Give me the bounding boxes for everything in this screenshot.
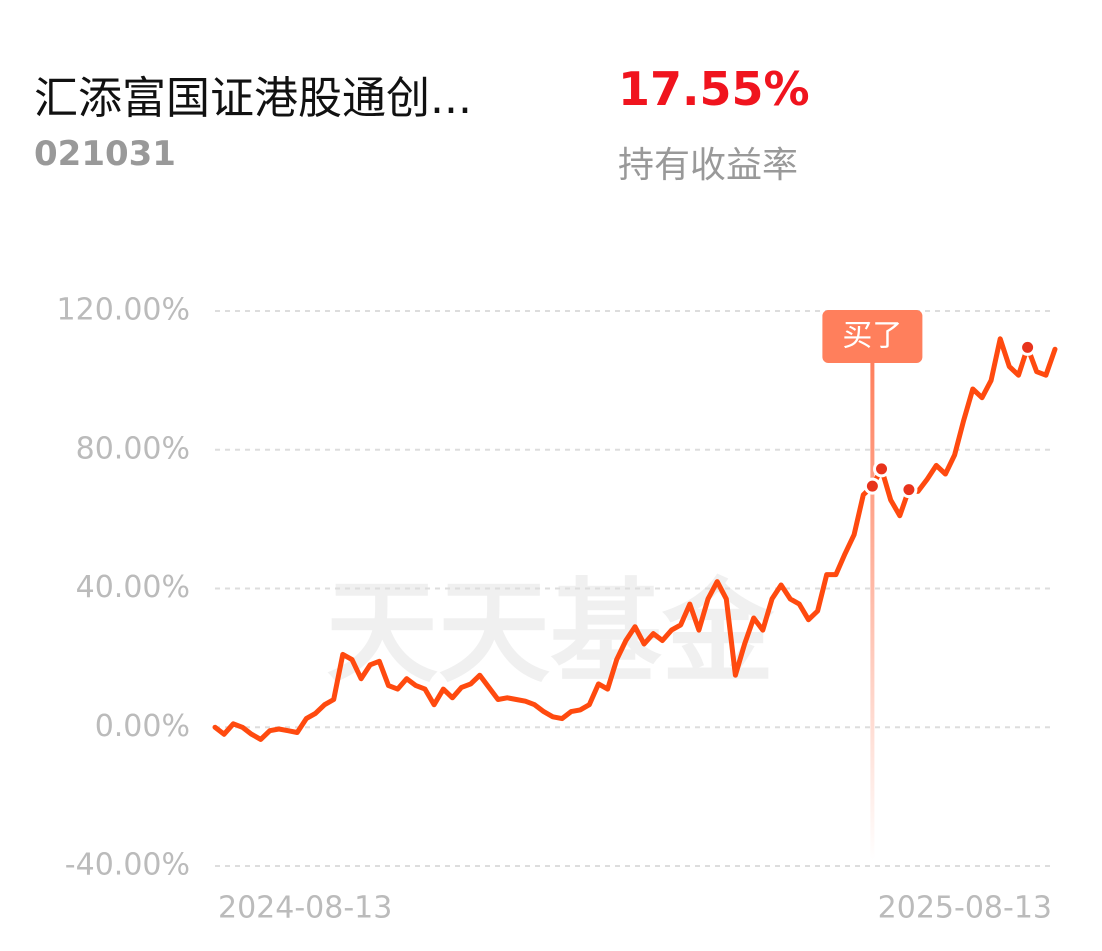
y-tick-label: 40.00%	[76, 570, 190, 605]
holding-return-label: 持有收益率	[618, 145, 799, 186]
y-tick-label: 80.00%	[76, 431, 190, 466]
holding-return: 17.55%	[618, 62, 810, 116]
trade-point	[900, 481, 918, 499]
fund-code: 021031	[34, 134, 176, 174]
trade-point	[863, 477, 881, 495]
trade-point	[873, 460, 891, 478]
y-tick-label: -40.00%	[65, 848, 190, 883]
watermark: 天天基金	[326, 568, 775, 698]
buy-line	[870, 362, 875, 860]
y-tick-label: 120.00%	[57, 293, 190, 328]
fund-name: 汇添富国证港股通创...	[34, 73, 472, 124]
trade-point	[1019, 338, 1037, 356]
buy-label-box	[822, 310, 923, 363]
x-tick-label: 2024-08-13	[218, 891, 392, 926]
x-tick-label: 2025-08-13	[878, 891, 1052, 926]
buy-label: 买了	[842, 319, 902, 354]
y-tick-label: 0.00%	[95, 709, 190, 744]
